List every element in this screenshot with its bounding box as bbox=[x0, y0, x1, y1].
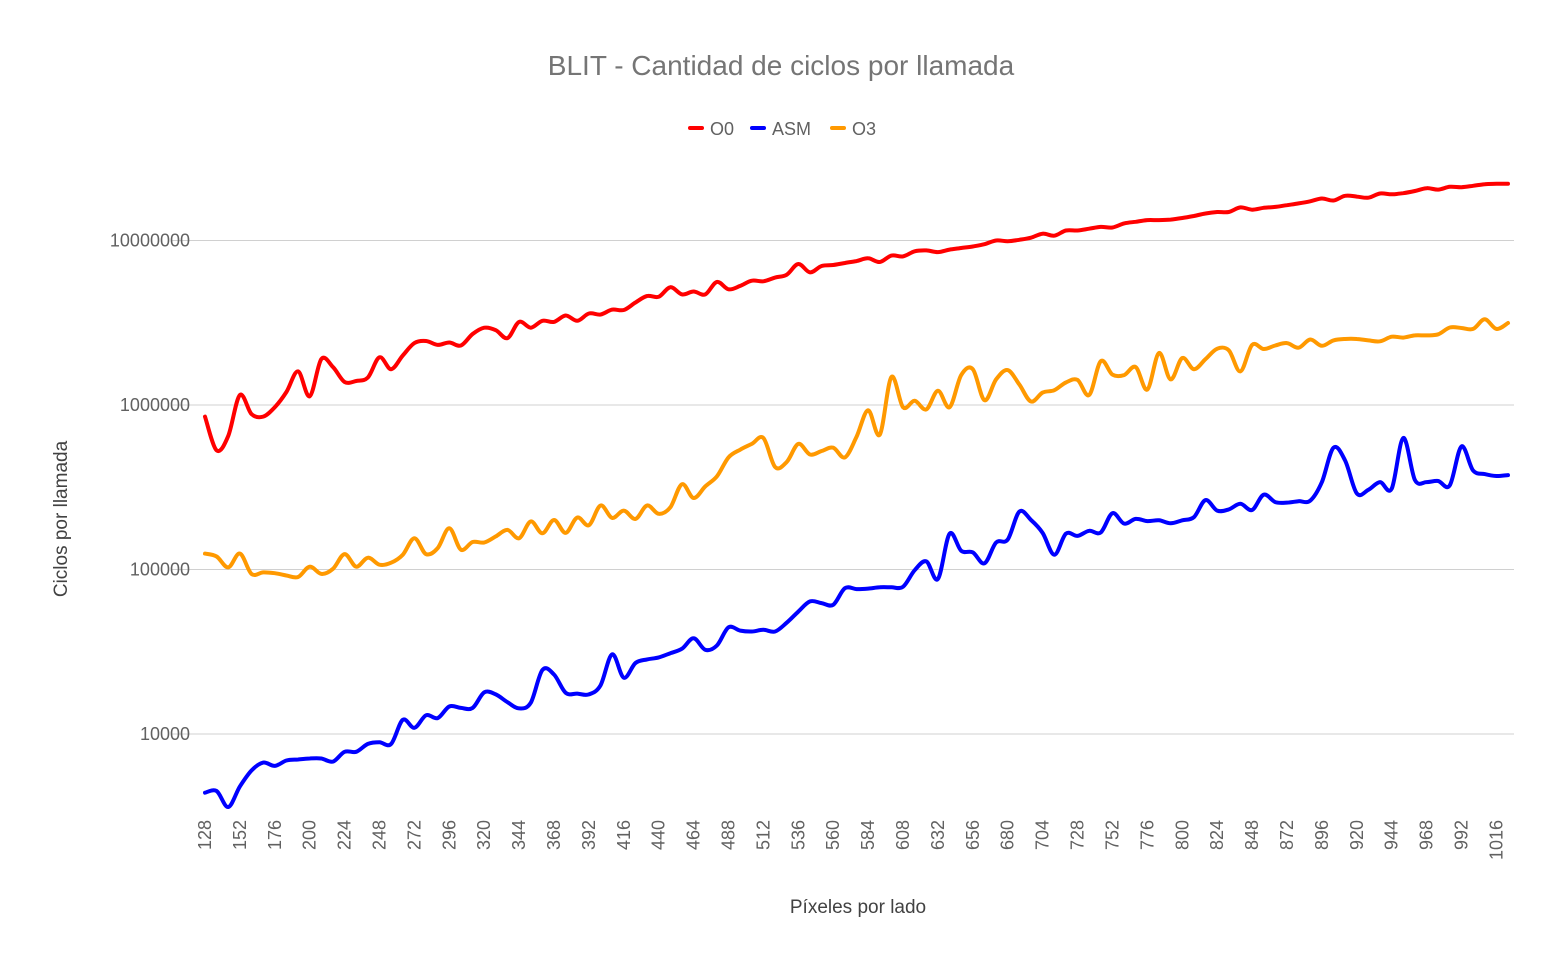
y-axis-label: Ciclos por llamada bbox=[51, 440, 72, 597]
series-line-o0 bbox=[203, 181, 1510, 454]
gridlines bbox=[172, 240, 1514, 735]
x-tick-label: 368 bbox=[544, 820, 564, 850]
x-tick-label: 992 bbox=[1451, 820, 1471, 850]
x-tick-label: 608 bbox=[893, 820, 913, 850]
x-tick-label: 440 bbox=[649, 820, 669, 850]
legend-label: O3 bbox=[852, 119, 876, 139]
x-axis-label: Píxeles por lado bbox=[790, 897, 926, 918]
x-tick-label: 656 bbox=[963, 820, 983, 850]
x-tick-label: 200 bbox=[300, 820, 320, 850]
x-tick-label: 512 bbox=[753, 820, 773, 850]
legend-label: ASM bbox=[772, 119, 811, 139]
series-lines bbox=[203, 181, 1510, 809]
x-tick-label: 224 bbox=[335, 820, 355, 850]
legend-item-asm[interactable]: ASM bbox=[750, 119, 811, 139]
x-tick-label: 632 bbox=[928, 820, 948, 850]
y-tick-label: 1000000 bbox=[120, 395, 190, 415]
x-tick-label: 248 bbox=[370, 820, 390, 850]
x-tick-label: 176 bbox=[265, 820, 285, 850]
x-tick-label: 272 bbox=[404, 820, 424, 850]
x-tick-label: 704 bbox=[1033, 820, 1053, 850]
x-tick-label: 800 bbox=[1172, 820, 1192, 850]
x-tick-label: 296 bbox=[439, 820, 459, 850]
x-tick-label: 392 bbox=[579, 820, 599, 850]
x-tick-label: 464 bbox=[684, 820, 704, 850]
y-axis-ticks: 10000 100000 1000000 10000000 bbox=[110, 231, 190, 745]
x-tick-label: 344 bbox=[509, 820, 529, 850]
x-tick-label: 320 bbox=[474, 820, 494, 850]
x-tick-label: 920 bbox=[1347, 820, 1367, 850]
legend: O0 ASM O3 bbox=[688, 119, 876, 139]
series-line-asm bbox=[203, 435, 1510, 809]
x-tick-label: 968 bbox=[1417, 820, 1437, 850]
x-tick-label: 680 bbox=[998, 820, 1018, 850]
x-tick-label: 536 bbox=[788, 820, 808, 850]
legend-item-o3[interactable]: O3 bbox=[830, 119, 876, 139]
x-tick-label: 584 bbox=[858, 820, 878, 850]
x-tick-label: 824 bbox=[1207, 820, 1227, 850]
x-tick-label: 128 bbox=[195, 820, 215, 850]
x-tick-label: 560 bbox=[823, 820, 843, 850]
x-tick-label: 728 bbox=[1068, 820, 1088, 850]
x-tick-label: 776 bbox=[1137, 820, 1157, 850]
series-line-o3 bbox=[203, 317, 1510, 580]
legend-item-o0[interactable]: O0 bbox=[688, 119, 734, 139]
x-tick-label: 488 bbox=[719, 820, 739, 850]
chart-title: BLIT - Cantidad de ciclos por llamada bbox=[548, 50, 1015, 81]
x-tick-label: 848 bbox=[1242, 820, 1262, 850]
x-tick-label: 752 bbox=[1102, 820, 1122, 850]
x-tick-label: 416 bbox=[614, 820, 634, 850]
x-tick-label: 872 bbox=[1277, 820, 1297, 850]
y-tick-label: 10000 bbox=[140, 724, 190, 744]
x-axis-ticks: 128 152 176 200 224 248 272 296 320 344 368 392 416 4… bbox=[195, 820, 1506, 860]
y-tick-label: 100000 bbox=[130, 560, 190, 580]
x-tick-label: 896 bbox=[1312, 820, 1332, 850]
x-tick-label: 152 bbox=[230, 820, 250, 850]
x-tick-label: 1016 bbox=[1486, 820, 1506, 860]
x-tick-label: 944 bbox=[1382, 820, 1402, 850]
y-tick-label: 10000000 bbox=[110, 231, 190, 251]
legend-label: O0 bbox=[710, 119, 734, 139]
